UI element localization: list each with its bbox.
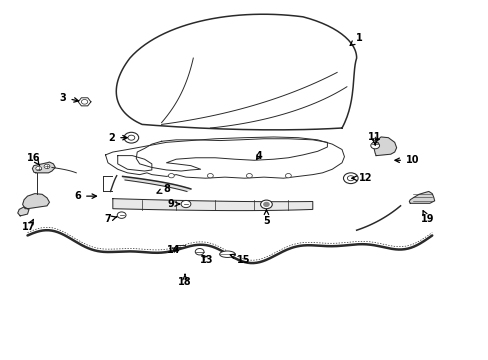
Text: 10: 10: [394, 155, 419, 165]
Text: 3: 3: [60, 93, 79, 103]
Ellipse shape: [219, 251, 235, 257]
Circle shape: [128, 135, 135, 140]
Text: 2: 2: [108, 133, 127, 143]
Text: 8: 8: [157, 184, 169, 194]
Polygon shape: [22, 194, 49, 209]
Circle shape: [346, 176, 353, 181]
Circle shape: [370, 142, 379, 149]
Circle shape: [343, 173, 357, 184]
Circle shape: [263, 202, 268, 206]
Circle shape: [260, 200, 272, 209]
Text: 12: 12: [351, 173, 371, 183]
Text: 5: 5: [263, 210, 269, 226]
Text: 9: 9: [167, 199, 179, 209]
Polygon shape: [78, 98, 91, 106]
Polygon shape: [373, 137, 396, 156]
Text: 16: 16: [27, 153, 41, 166]
Text: 14: 14: [167, 245, 180, 255]
Text: 6: 6: [74, 191, 96, 201]
Circle shape: [124, 132, 139, 143]
Circle shape: [246, 174, 252, 178]
Circle shape: [285, 174, 291, 178]
Circle shape: [168, 174, 174, 178]
Text: 7: 7: [104, 215, 117, 224]
Circle shape: [181, 201, 190, 208]
Circle shape: [207, 174, 213, 178]
Text: 11: 11: [367, 132, 381, 145]
Text: 1: 1: [349, 33, 362, 45]
Circle shape: [195, 248, 203, 255]
Text: 13: 13: [200, 255, 213, 265]
Polygon shape: [122, 176, 190, 192]
Polygon shape: [32, 162, 55, 173]
Polygon shape: [18, 207, 29, 216]
Text: 17: 17: [22, 219, 36, 232]
Circle shape: [36, 166, 41, 171]
Circle shape: [117, 212, 126, 219]
Polygon shape: [105, 137, 344, 178]
Circle shape: [81, 99, 87, 104]
Text: 18: 18: [178, 274, 191, 287]
Polygon shape: [408, 192, 434, 203]
Polygon shape: [113, 199, 312, 211]
Circle shape: [44, 164, 50, 168]
Text: 4: 4: [255, 150, 262, 161]
Polygon shape: [116, 14, 356, 130]
Text: 15: 15: [230, 254, 250, 265]
Text: 19: 19: [420, 211, 433, 224]
